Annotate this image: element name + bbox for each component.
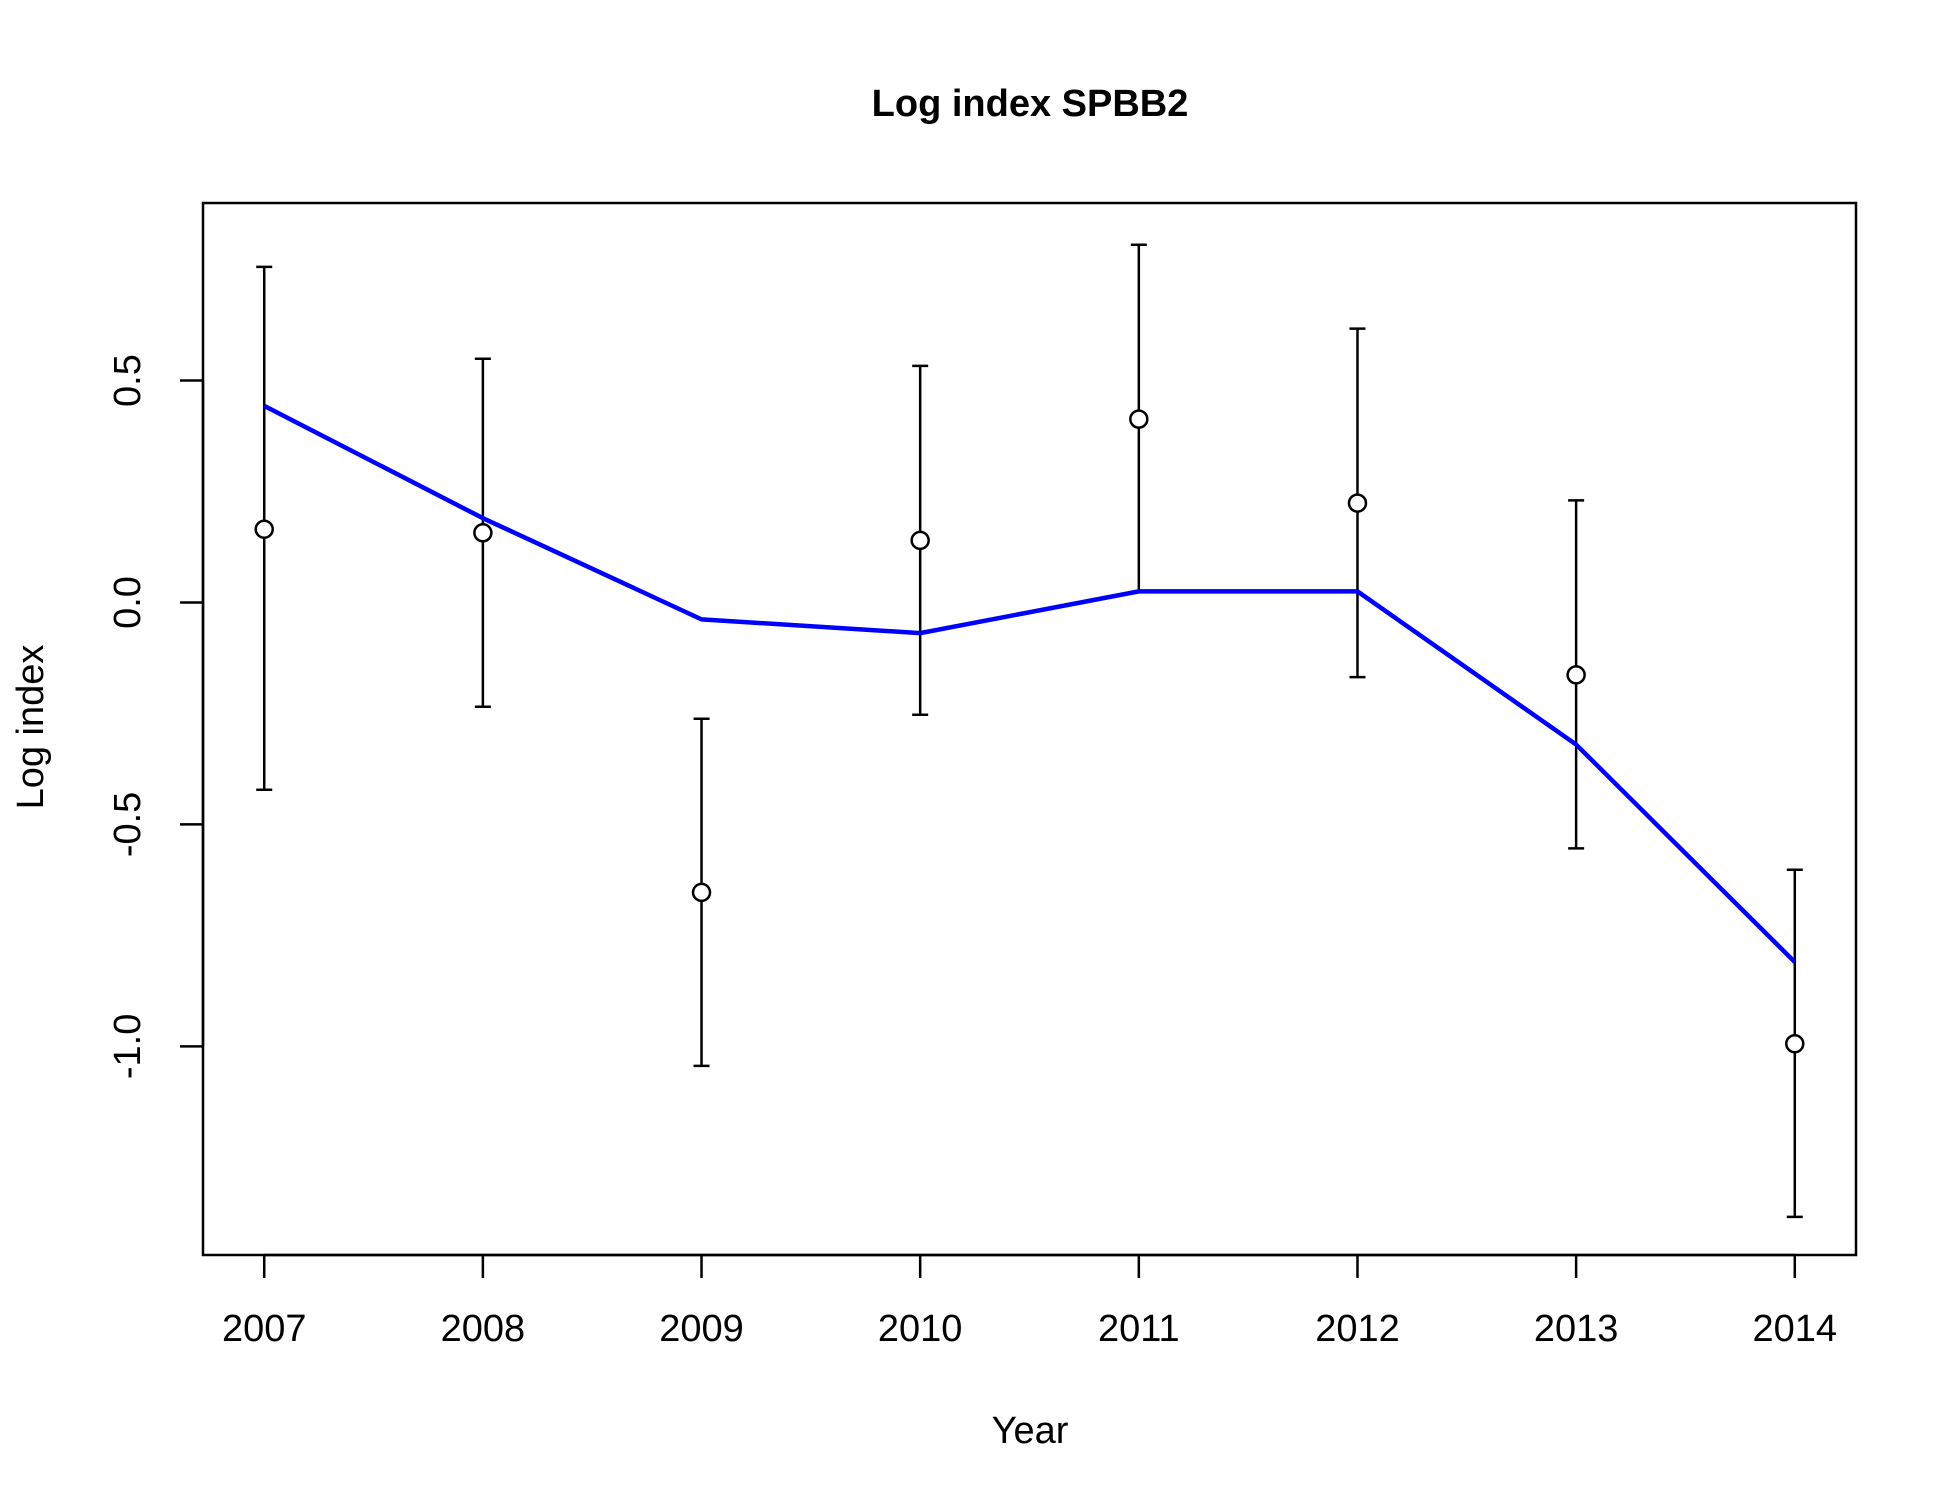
observed-point xyxy=(691,882,712,903)
error-bars xyxy=(256,243,1803,1219)
chart-title: Log index SPBB2 xyxy=(872,83,1189,125)
x-tick-label: 2008 xyxy=(441,1308,526,1350)
x-tick-label: 2009 xyxy=(659,1308,744,1350)
y-axis-label: Log index xyxy=(10,645,52,810)
x-tick-label: 2010 xyxy=(878,1308,963,1350)
observed-point xyxy=(910,530,930,551)
fitted-series xyxy=(263,403,1797,964)
x-axis: 2007 2008 2009 2010 2011 2012 2013 2014 xyxy=(222,1253,1838,1350)
observed-point xyxy=(254,519,274,540)
observed-point xyxy=(1785,1033,1805,1054)
x-tick-label: 2013 xyxy=(1534,1308,1619,1350)
observed-point xyxy=(1129,409,1149,429)
x-tick-label: 2011 xyxy=(1098,1308,1180,1350)
x-tick-label: 2014 xyxy=(1753,1308,1838,1350)
y-tick-label: -1.0 xyxy=(107,1014,149,1079)
x-axis-label: Year xyxy=(992,1410,1069,1452)
observed-point xyxy=(473,523,493,543)
fitted-line xyxy=(263,403,1797,964)
y-tick-label: 0.0 xyxy=(107,576,149,629)
y-axis: -1.0 -0.5 0.0 0.5 xyxy=(107,354,205,1079)
y-tick-label: 0.5 xyxy=(107,354,149,407)
observed-series xyxy=(254,409,1805,1054)
x-tick-label: 2007 xyxy=(222,1308,307,1350)
plot-frame xyxy=(201,201,1858,1257)
observed-point xyxy=(1347,493,1368,513)
y-tick-label: -0.5 xyxy=(107,792,149,857)
x-tick-label: 2012 xyxy=(1315,1308,1400,1350)
observed-point xyxy=(1566,665,1586,685)
